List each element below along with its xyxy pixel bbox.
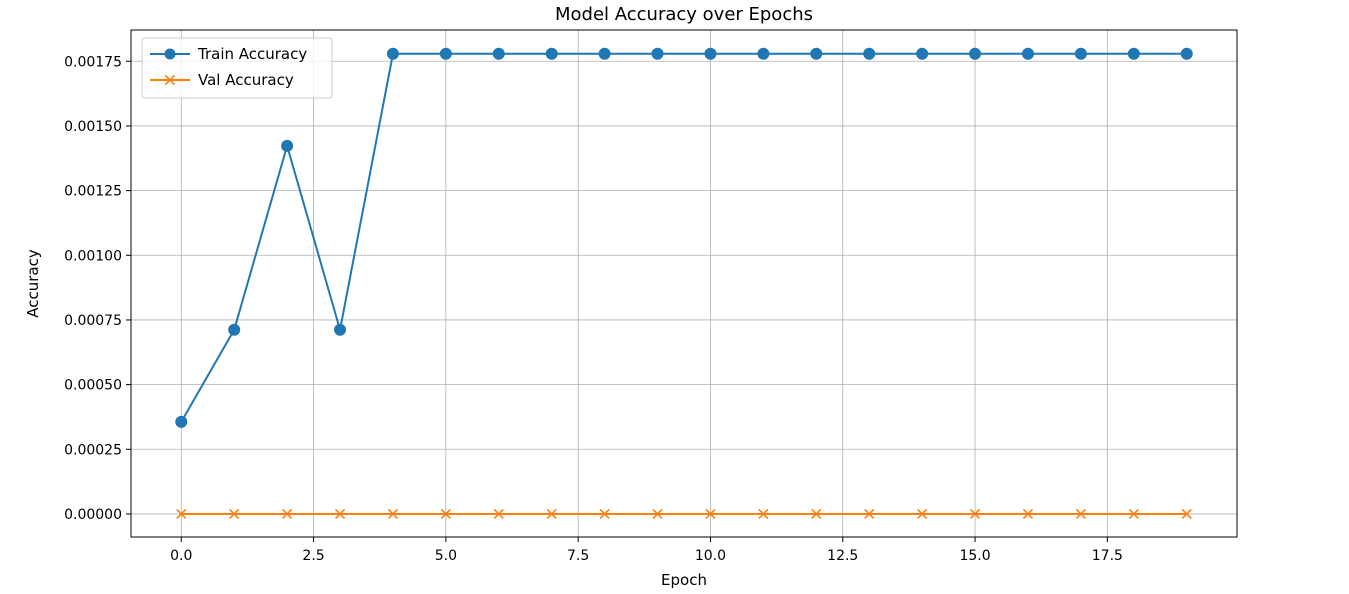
data-point <box>704 47 717 60</box>
data-point <box>969 508 981 520</box>
data-point <box>810 47 823 60</box>
y-axis-label: Accuracy <box>24 249 42 318</box>
legend-entry: Train Accuracy <box>150 45 307 63</box>
x-tick-label: 0.0 <box>170 548 192 564</box>
data-point <box>334 323 347 336</box>
y-tick-label: 0.00125 <box>64 184 122 200</box>
data-point <box>386 47 399 60</box>
series-2 <box>176 508 1192 520</box>
chart-title: Model Accuracy over Epochs <box>555 4 813 25</box>
data-point <box>334 508 346 520</box>
y-tick-label: 0.00100 <box>64 248 122 264</box>
data-point <box>439 47 452 60</box>
data-point <box>1075 508 1086 520</box>
x-tick-label: 5.0 <box>435 548 457 564</box>
legend: Train Accuracy Val Accuracy <box>141 37 333 99</box>
data-point <box>1074 47 1087 60</box>
data-point <box>916 47 929 60</box>
data-point <box>440 508 451 520</box>
legend-entries: Train Accuracy Val Accuracy <box>150 45 307 89</box>
legend-label: Train Accuracy <box>197 45 307 63</box>
data-point <box>969 47 982 60</box>
data-point <box>228 323 241 336</box>
data-point <box>1128 508 1139 520</box>
x-tick-label: 2.5 <box>302 548 324 564</box>
data-point <box>1181 508 1192 520</box>
data-point <box>175 415 188 428</box>
data-point <box>651 47 664 60</box>
data-point <box>545 47 558 60</box>
data-point <box>282 508 293 520</box>
x-tick-label: 12.5 <box>827 548 858 564</box>
data-point <box>1021 47 1034 60</box>
series-1 <box>175 47 1193 428</box>
y-tick-label: 0.00000 <box>64 507 122 523</box>
data-point <box>229 508 240 520</box>
data-point <box>758 508 769 520</box>
data-point <box>652 508 663 520</box>
x-tick-label: 10.0 <box>695 548 726 564</box>
data-point <box>546 508 557 520</box>
y-tick-label: 0.00050 <box>64 378 122 394</box>
data-point <box>863 47 876 60</box>
data-point <box>493 508 504 520</box>
x-tick-label: 17.5 <box>1092 548 1123 564</box>
data-point <box>599 508 610 520</box>
data-point <box>864 508 875 520</box>
grid-lines <box>131 30 1237 537</box>
series-line <box>180 52 1187 423</box>
data-point <box>176 508 187 520</box>
y-tick-label: 0.00075 <box>64 313 122 329</box>
data-point <box>1127 47 1140 60</box>
legend-marker <box>164 74 176 86</box>
data-point <box>598 47 611 60</box>
data-point <box>1180 47 1193 60</box>
legend-label: Val Accuracy <box>198 71 294 89</box>
x-tick-label: 7.5 <box>567 548 589 564</box>
y-tick-label: 0.00025 <box>64 442 122 458</box>
y-tick-label: 0.00175 <box>64 54 122 70</box>
axis-ticks: 0.0 2.5 5.0 7.5 10.0 12.5 15.0 17.5 0.00000 0.000… <box>64 54 1123 564</box>
data-point <box>705 508 716 520</box>
data-point <box>1022 508 1034 520</box>
plot-frame <box>130 29 1238 538</box>
x-axis-label: Epoch <box>661 571 707 589</box>
data-point <box>387 508 399 520</box>
data-point <box>492 47 505 60</box>
legend-marker <box>164 48 176 60</box>
x-tick-label: 15.0 <box>959 548 990 564</box>
data-point <box>757 47 770 60</box>
data-point <box>281 139 294 152</box>
data-point <box>811 508 822 520</box>
data-point <box>917 508 928 520</box>
plot-series <box>175 47 1193 520</box>
y-tick-label: 0.00150 <box>64 119 122 135</box>
legend-entry: Val Accuracy <box>150 71 294 89</box>
